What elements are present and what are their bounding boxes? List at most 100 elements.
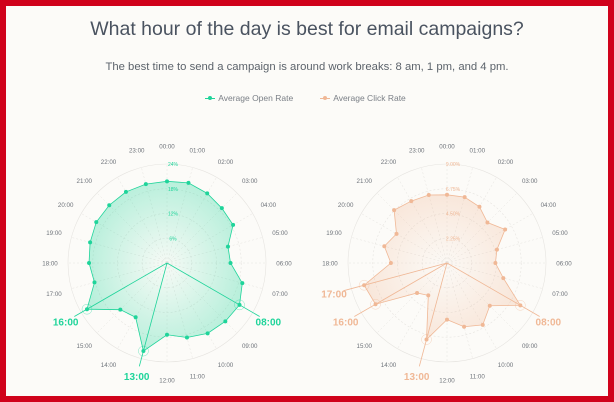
legend-marker-icon — [320, 96, 331, 100]
grid-ring — [347, 163, 547, 363]
data-point — [480, 322, 485, 327]
data-point — [501, 276, 506, 281]
data-point — [362, 283, 367, 288]
data-point — [426, 293, 431, 298]
data-point — [228, 261, 233, 265]
data-point — [88, 240, 93, 245]
highlight-label: 13:00 — [124, 372, 150, 383]
axis-label: 10:00 — [218, 362, 234, 369]
axis-label: 03:00 — [242, 178, 258, 185]
data-point — [462, 324, 467, 329]
data-point — [382, 244, 387, 249]
data-point — [118, 307, 123, 312]
highlight-label: 16:00 — [53, 318, 79, 329]
axis-label: 09:00 — [242, 343, 258, 350]
axis-label: 20:00 — [58, 202, 74, 209]
highlight-ring — [358, 279, 370, 291]
highlight-line — [446, 262, 540, 317]
axis-label: 21:00 — [357, 178, 373, 185]
grid-ring — [372, 188, 522, 338]
legend-item-click-rate[interactable]: Average Click Rate — [320, 93, 406, 103]
data-point — [494, 247, 499, 252]
data-point — [503, 227, 508, 232]
data-point — [225, 244, 230, 249]
data-point — [485, 220, 490, 225]
axis-label: 09:00 — [522, 343, 538, 350]
highlight-line — [166, 262, 260, 317]
highlight-line — [343, 262, 448, 292]
radar-chart-2: 00:00 01:00 02:00 03:00 04:00 05:00 06:00 07:00… — [321, 144, 572, 385]
axis-label: 12:00 — [439, 378, 455, 385]
data-point — [424, 337, 429, 342]
axis-label: 23:00 — [409, 147, 425, 154]
data-point — [165, 332, 169, 337]
data-point — [445, 192, 449, 197]
axis-label: 22:00 — [381, 159, 397, 166]
axis-label: 04:00 — [261, 202, 277, 209]
data-point — [133, 315, 138, 320]
data-point — [94, 220, 99, 225]
axis-label: 14:00 — [101, 362, 117, 369]
axis-label: 06:00 — [556, 261, 572, 268]
axis-label: 15:00 — [77, 343, 93, 350]
axis-label: 11:00 — [190, 374, 206, 381]
radial-tick-label: 9.00% — [446, 162, 461, 168]
data-point — [143, 182, 148, 187]
legend-item-open-rate[interactable]: Average Open Rate — [205, 93, 293, 103]
axis-label: 02:00 — [218, 159, 234, 166]
data-point — [409, 199, 414, 204]
axis-label: 11:00 — [470, 374, 486, 381]
data-point — [426, 192, 431, 197]
data-point — [231, 222, 236, 227]
legend: Average Open Rate Average Click Rate — [6, 93, 608, 103]
data-point — [394, 231, 399, 236]
highlight-ring — [234, 299, 245, 311]
axis-label: 18:00 — [42, 261, 58, 268]
highlight-ring — [515, 300, 526, 311]
data-point — [186, 180, 191, 185]
axis-label: 00:00 — [439, 144, 455, 151]
axis-label: 18:00 — [322, 261, 338, 268]
highlight-ring — [421, 334, 432, 345]
data-point — [415, 290, 420, 295]
highlight-ring — [138, 345, 149, 357]
page-title: What hour of the day is best for email c… — [90, 18, 524, 40]
data-point — [205, 331, 210, 336]
highlight-ring — [370, 299, 381, 310]
data-point — [373, 302, 378, 307]
data-point — [165, 179, 169, 184]
highlight-line — [354, 262, 448, 317]
data-point — [487, 303, 492, 308]
highlight-label: 08:00 — [256, 318, 282, 329]
axis-label: 05:00 — [552, 230, 568, 237]
data-point — [84, 307, 89, 312]
axis-label: 06:00 — [276, 261, 292, 268]
axis-label: 19:00 — [326, 230, 342, 237]
data-point — [493, 261, 498, 265]
data-point — [87, 261, 92, 265]
axis-label: 20:00 — [338, 202, 354, 209]
axis-label: 15:00 — [357, 343, 373, 350]
radial-tick-label: 24% — [168, 162, 179, 168]
data-point — [92, 280, 97, 285]
data-point — [477, 204, 482, 209]
axis-label: 01:00 — [470, 147, 486, 154]
legend-marker-icon — [205, 96, 216, 100]
data-point — [518, 303, 523, 308]
data-point — [445, 317, 449, 322]
data-point — [240, 281, 245, 286]
highlight-line — [418, 262, 448, 367]
axis-label: 01:00 — [190, 147, 206, 154]
axis-label: 02:00 — [498, 159, 514, 166]
legend-label: Average Click Rate — [333, 93, 406, 103]
axis-label: 04:00 — [541, 202, 557, 209]
data-point — [392, 208, 397, 213]
axis-label: 05:00 — [272, 230, 288, 237]
highlight-label: 16:00 — [333, 318, 359, 329]
data-point — [219, 206, 224, 211]
axis-label: 17:00 — [46, 291, 62, 298]
data-point — [462, 195, 467, 200]
data-point — [223, 319, 228, 324]
data-point — [107, 203, 112, 208]
